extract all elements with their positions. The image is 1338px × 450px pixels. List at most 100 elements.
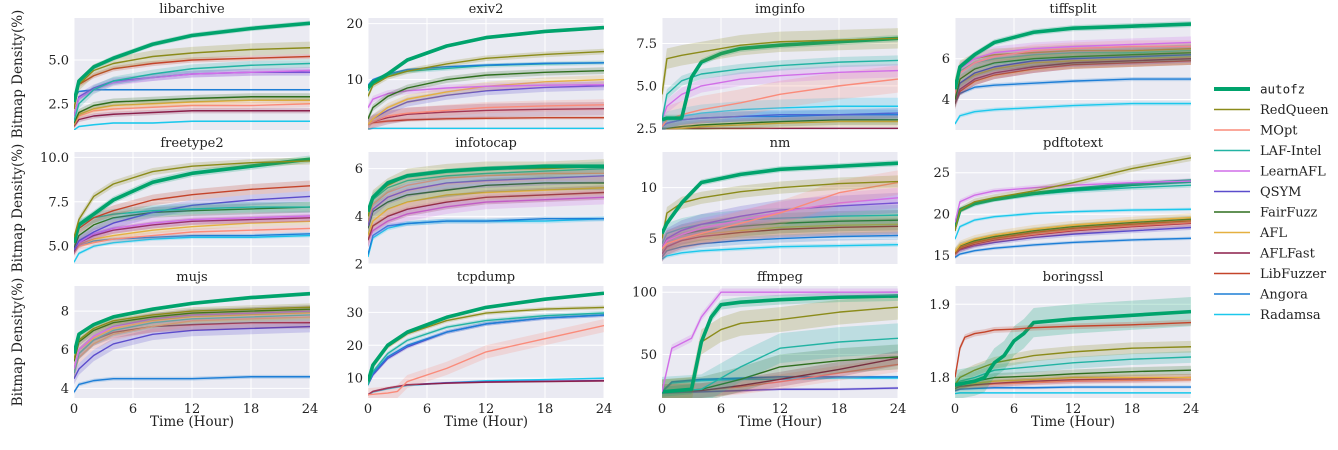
- y-tick-label: 1.8: [929, 371, 950, 386]
- band-LearnAFL: [368, 190, 604, 248]
- band-RedQueen: [662, 294, 898, 398]
- series-line-Angora: [74, 89, 310, 99]
- panel-ffmpeg: ffmpeg 50 100 0 6 12 18 24 Time (Hour): [632, 270, 906, 430]
- series-line-AFLFast: [368, 191, 604, 241]
- series-line-RedQueen: [662, 180, 898, 239]
- y-tick-label: 25: [933, 166, 950, 181]
- series-line-AFLFast: [368, 380, 604, 396]
- series-line-LearnAFL: [368, 196, 604, 241]
- band-MOpt: [368, 99, 604, 130]
- series-line-LibFuzzer: [74, 185, 310, 243]
- band-QSYM: [955, 225, 1191, 257]
- series-line-LearnAFL: [368, 83, 604, 108]
- band-RedQueen: [955, 340, 1191, 391]
- band-FairFuzz: [955, 215, 1191, 255]
- band-LAF-Intel: [955, 351, 1191, 391]
- band-MOpt: [74, 100, 310, 129]
- x-tick-label: 24: [1183, 402, 1200, 417]
- series-line-autofz: [368, 25, 604, 90]
- y-tick-label: 6: [355, 162, 363, 177]
- band-Radamsa: [662, 242, 898, 261]
- band-Angora: [662, 231, 898, 261]
- x-tick-label: 6: [423, 402, 431, 417]
- series-line-QSYM: [955, 53, 1191, 100]
- plot-area: [74, 291, 310, 395]
- series-line-Radamsa: [955, 392, 1191, 395]
- series-line-QSYM: [662, 387, 898, 394]
- y-tick-label: 5.0: [636, 79, 657, 94]
- series-line-FairFuzz: [74, 308, 310, 362]
- band-AFLFast: [368, 185, 604, 248]
- panel-title: ffmpeg: [757, 270, 803, 285]
- band-RedQueen: [662, 28, 898, 105]
- plot-area: [662, 288, 898, 398]
- series-line-Angora: [662, 376, 898, 393]
- band-LibFuzzer: [368, 116, 604, 127]
- x-tick-label: 12: [772, 402, 789, 417]
- y-tick-label: 5: [649, 232, 657, 247]
- legend-label: MOpt: [1260, 124, 1298, 139]
- y-tick-label: 10: [346, 372, 363, 387]
- series-line-autofz: [368, 164, 604, 213]
- band-AFLFast: [74, 316, 310, 379]
- panel-title: imginfo: [755, 2, 805, 17]
- series-line-MOpt: [74, 103, 310, 126]
- band-Angora: [662, 375, 898, 394]
- series-line-RedQueen: [955, 346, 1191, 386]
- series-line-RedQueen: [74, 160, 310, 238]
- legend-label: AFL: [1259, 226, 1287, 241]
- legend-label: Radamsa: [1260, 308, 1321, 323]
- series-line-LAF-Intel: [74, 62, 310, 122]
- plot-area: [74, 20, 310, 130]
- panel-title: exiv2: [469, 2, 504, 17]
- series-line-Angora: [955, 386, 1191, 392]
- band-MOpt: [955, 219, 1191, 257]
- legend-item-Radamsa: Radamsa: [1214, 308, 1321, 323]
- series-line-QSYM: [662, 112, 898, 128]
- legend-label: RedQueen: [1260, 103, 1329, 118]
- series-line-LibFuzzer: [955, 321, 1191, 378]
- panel-imginfo: imginfo 2.5 5.0 7.5: [636, 2, 899, 137]
- panel-mujs: mujs 4 6 8 0 6 12 18 24 Time (Hour) Bitmap Density…: [10, 270, 318, 430]
- series-line-RedQueen: [662, 37, 898, 95]
- series-line-QSYM: [955, 226, 1191, 255]
- panel-tcpdump: tcpdump 10 20 30 0 6 12 18 24 Time (Hour): [346, 270, 612, 430]
- legend-label: AFLFast: [1259, 247, 1316, 262]
- series-line-AFLFast: [955, 222, 1191, 255]
- series-line-LAF-Intel: [662, 214, 898, 244]
- band-AFL: [368, 180, 604, 243]
- legend-item-autofz: autofz: [1214, 82, 1305, 97]
- series-line-AFLFast: [955, 58, 1191, 104]
- band-LearnAFL: [662, 63, 898, 127]
- y-tick-label: 10: [346, 73, 363, 88]
- y-tick-label: 6: [61, 343, 69, 358]
- series-line-RedQueen: [74, 47, 310, 110]
- plot-area: [955, 154, 1191, 260]
- plot-area: [662, 160, 898, 262]
- x-tick-label: 12: [184, 402, 201, 417]
- x-tick-label: 18: [1124, 402, 1141, 417]
- x-axis-label: Time (Hour): [1031, 414, 1115, 430]
- series-line-AFL: [74, 220, 310, 252]
- series-line-LibFuzzer: [955, 60, 1191, 104]
- series-line-autofz: [74, 291, 310, 355]
- series-line-LAF-Intel: [662, 337, 898, 393]
- legend-label: QSYM: [1260, 185, 1301, 200]
- x-tick-label: 0: [951, 402, 959, 417]
- band-AFL: [955, 213, 1191, 256]
- band-FairFuzz: [368, 175, 604, 236]
- legend-item-AFLFast: AFLFast: [1214, 247, 1316, 262]
- series-line-FairFuzz: [368, 69, 604, 120]
- legend-item-QSYM: QSYM: [1214, 185, 1301, 200]
- series-line-MOpt: [74, 316, 310, 374]
- series-line-autofz: [662, 294, 898, 394]
- series-line-RedQueen: [955, 157, 1191, 231]
- band-autofz: [74, 20, 310, 105]
- band-MOpt: [74, 311, 310, 379]
- series-line-autofz: [662, 161, 898, 235]
- band-autofz: [662, 290, 898, 397]
- y-tick-label: 2: [355, 258, 363, 273]
- plot-area: [368, 291, 604, 398]
- panel-tiffsplit: tiffsplit 4 6: [942, 2, 1192, 130]
- series-line-Angora: [368, 218, 604, 255]
